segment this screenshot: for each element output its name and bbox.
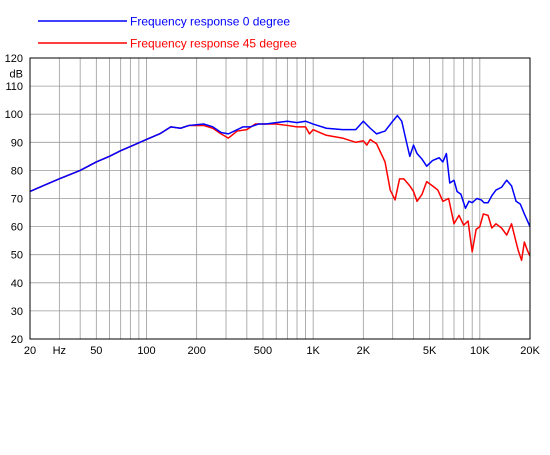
x-tick-label: 10K [470,345,490,357]
x-tick-label: 200 [187,345,205,357]
x-tick-label: 500 [254,345,272,357]
x-tick-labels: 20 Hz 50 100 200 500 1K 2K 5K 10K 20K [24,345,541,357]
x-tick-label: 20K [520,345,540,357]
plot-frame [29,57,531,340]
legend-label-45-degree: Frequency response 45 degree [130,37,297,51]
y-axis-unit-label: dB [10,69,23,81]
y-tick-labels: 120 110 100 90 80 70 60 50 40 30 20 [5,53,23,346]
y-tick-label: 50 [11,250,23,262]
x-tick-label: 100 [137,345,155,357]
y-tick-label: 30 [11,306,23,318]
y-tick-label: 70 [11,194,23,206]
series-layer [29,114,531,262]
x-tick-label: 2K [357,345,371,357]
x-tick-label: 20 [24,345,36,357]
legend: Frequency response 0 degree Frequency re… [38,15,297,51]
y-tick-label: 60 [11,222,23,234]
y-tick-label: 100 [5,109,23,121]
y-tick-label: 120 [5,53,23,65]
y-tick-label: 40 [11,278,23,290]
y-tick-label: 80 [11,165,23,177]
x-tick-label: 1K [306,345,320,357]
y-tick-label: 90 [11,137,23,149]
legend-label-0-degree: Frequency response 0 degree [130,15,290,29]
y-tick-label: 110 [5,81,23,93]
series-line-45-degree [29,123,531,262]
grid [29,57,531,340]
x-tick-label: Hz [53,345,66,357]
y-tick-label: 20 [11,334,23,346]
series-line-0-degree [29,114,531,227]
x-tick-label: 50 [90,345,102,357]
x-tick-label: 5K [423,345,437,357]
